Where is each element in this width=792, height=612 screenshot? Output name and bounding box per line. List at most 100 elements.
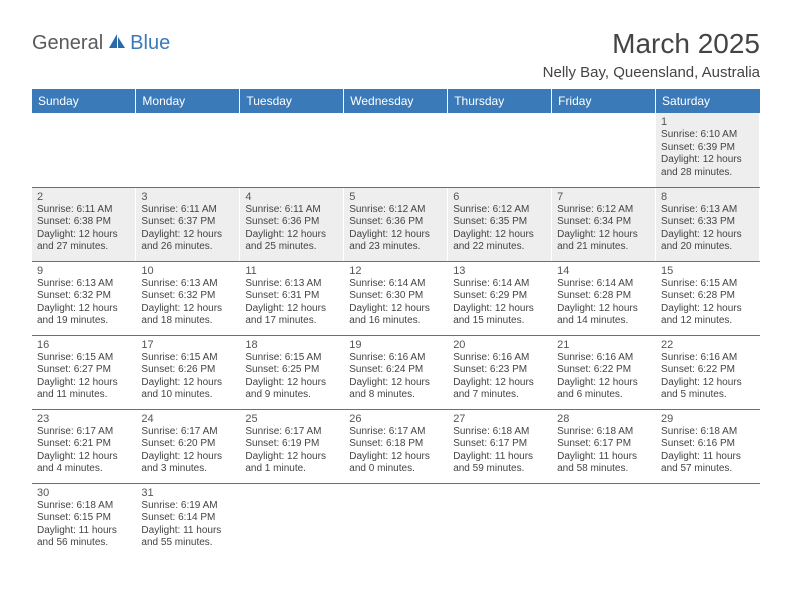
day-header: Thursday [448,89,552,113]
daylight-text: Daylight: 12 hours and 15 minutes. [453,303,546,328]
daylight-text: Daylight: 12 hours and 5 minutes. [661,377,754,402]
day-header: Sunday [32,89,136,113]
sunrise-text: Sunrise: 6:15 AM [661,278,754,291]
day-number: 26 [349,413,442,425]
day-info: Sunrise: 6:13 AMSunset: 6:31 PMDaylight:… [245,278,338,328]
day-info: Sunrise: 6:14 AMSunset: 6:30 PMDaylight:… [349,278,442,328]
calendar-cell: 25Sunrise: 6:17 AMSunset: 6:19 PMDayligh… [240,409,344,483]
sunrise-text: Sunrise: 6:17 AM [141,426,234,439]
sunrise-text: Sunrise: 6:18 AM [661,426,754,439]
sunrise-text: Sunrise: 6:11 AM [37,204,130,217]
calendar-cell-blank [240,113,344,187]
calendar-cell: 16Sunrise: 6:15 AMSunset: 6:27 PMDayligh… [32,335,136,409]
sunrise-text: Sunrise: 6:18 AM [453,426,546,439]
sunrise-text: Sunrise: 6:16 AM [557,352,650,365]
sunset-text: Sunset: 6:20 PM [141,438,234,451]
sunrise-text: Sunrise: 6:17 AM [245,426,338,439]
day-info: Sunrise: 6:18 AMSunset: 6:17 PMDaylight:… [453,426,546,476]
calendar-cell: 24Sunrise: 6:17 AMSunset: 6:20 PMDayligh… [136,409,240,483]
calendar-cell: 5Sunrise: 6:12 AMSunset: 6:36 PMDaylight… [344,187,448,261]
sunset-text: Sunset: 6:30 PM [349,290,442,303]
calendar-cell: 13Sunrise: 6:14 AMSunset: 6:29 PMDayligh… [448,261,552,335]
day-info: Sunrise: 6:16 AMSunset: 6:22 PMDaylight:… [661,352,754,402]
calendar-cell: 2Sunrise: 6:11 AMSunset: 6:38 PMDaylight… [32,187,136,261]
calendar-page: General Blue March 2025 Nelly Bay, Queen… [0,0,792,577]
daylight-text: Daylight: 12 hours and 12 minutes. [661,303,754,328]
daylight-text: Daylight: 12 hours and 6 minutes. [557,377,650,402]
sunrise-text: Sunrise: 6:14 AM [453,278,546,291]
sunrise-text: Sunrise: 6:12 AM [453,204,546,217]
sunset-text: Sunset: 6:28 PM [661,290,754,303]
daylight-text: Daylight: 11 hours and 56 minutes. [37,525,130,550]
calendar-cell: 9Sunrise: 6:13 AMSunset: 6:32 PMDaylight… [32,261,136,335]
calendar-cell: 20Sunrise: 6:16 AMSunset: 6:23 PMDayligh… [448,335,552,409]
daylight-text: Daylight: 12 hours and 26 minutes. [141,229,234,254]
day-number: 29 [661,413,754,425]
day-number: 8 [661,191,754,203]
day-info: Sunrise: 6:17 AMSunset: 6:19 PMDaylight:… [245,426,338,476]
sunrise-text: Sunrise: 6:10 AM [661,129,754,142]
day-number: 10 [141,265,234,277]
day-number: 25 [245,413,338,425]
calendar-week-row: 2Sunrise: 6:11 AMSunset: 6:38 PMDaylight… [32,187,760,261]
day-info: Sunrise: 6:10 AMSunset: 6:39 PMDaylight:… [661,129,754,179]
logo: General Blue [32,28,170,55]
calendar-cell-blank [32,113,136,187]
daylight-text: Daylight: 12 hours and 16 minutes. [349,303,442,328]
daylight-text: Daylight: 12 hours and 0 minutes. [349,451,442,476]
day-info: Sunrise: 6:18 AMSunset: 6:15 PMDaylight:… [37,500,130,550]
day-number: 1 [661,116,754,128]
calendar-cell-blank [448,483,552,557]
calendar-cell-blank [344,113,448,187]
day-number: 13 [453,265,546,277]
calendar-cell: 29Sunrise: 6:18 AMSunset: 6:16 PMDayligh… [656,409,760,483]
calendar-head: SundayMondayTuesdayWednesdayThursdayFrid… [32,89,760,113]
calendar-cell: 8Sunrise: 6:13 AMSunset: 6:33 PMDaylight… [656,187,760,261]
calendar-cell-blank [344,483,448,557]
day-number: 2 [37,191,130,203]
calendar-cell-blank [656,483,760,557]
daylight-text: Daylight: 12 hours and 9 minutes. [245,377,338,402]
calendar-cell: 17Sunrise: 6:15 AMSunset: 6:26 PMDayligh… [136,335,240,409]
sunrise-text: Sunrise: 6:13 AM [141,278,234,291]
calendar-cell: 28Sunrise: 6:18 AMSunset: 6:17 PMDayligh… [552,409,656,483]
day-info: Sunrise: 6:12 AMSunset: 6:36 PMDaylight:… [349,204,442,254]
calendar-cell: 14Sunrise: 6:14 AMSunset: 6:28 PMDayligh… [552,261,656,335]
sunset-text: Sunset: 6:15 PM [37,512,130,525]
daylight-text: Daylight: 12 hours and 25 minutes. [245,229,338,254]
sunset-text: Sunset: 6:36 PM [349,216,442,229]
calendar-cell: 4Sunrise: 6:11 AMSunset: 6:36 PMDaylight… [240,187,344,261]
daylight-text: Daylight: 12 hours and 19 minutes. [37,303,130,328]
day-info: Sunrise: 6:11 AMSunset: 6:36 PMDaylight:… [245,204,338,254]
day-info: Sunrise: 6:18 AMSunset: 6:16 PMDaylight:… [661,426,754,476]
daylight-text: Daylight: 12 hours and 3 minutes. [141,451,234,476]
daylight-text: Daylight: 11 hours and 58 minutes. [557,451,650,476]
day-info: Sunrise: 6:17 AMSunset: 6:21 PMDaylight:… [37,426,130,476]
daylight-text: Daylight: 12 hours and 1 minute. [245,451,338,476]
daylight-text: Daylight: 12 hours and 17 minutes. [245,303,338,328]
sunset-text: Sunset: 6:25 PM [245,364,338,377]
daylight-text: Daylight: 11 hours and 57 minutes. [661,451,754,476]
sunrise-text: Sunrise: 6:11 AM [141,204,234,217]
calendar-cell: 3Sunrise: 6:11 AMSunset: 6:37 PMDaylight… [136,187,240,261]
daylight-text: Daylight: 12 hours and 28 minutes. [661,154,754,179]
calendar-cell: 12Sunrise: 6:14 AMSunset: 6:30 PMDayligh… [344,261,448,335]
sunset-text: Sunset: 6:34 PM [557,216,650,229]
day-number: 18 [245,339,338,351]
day-number: 27 [453,413,546,425]
calendar-cell: 23Sunrise: 6:17 AMSunset: 6:21 PMDayligh… [32,409,136,483]
calendar-cell: 15Sunrise: 6:15 AMSunset: 6:28 PMDayligh… [656,261,760,335]
daylight-text: Daylight: 12 hours and 18 minutes. [141,303,234,328]
daylight-text: Daylight: 12 hours and 22 minutes. [453,229,546,254]
calendar-cell: 1Sunrise: 6:10 AMSunset: 6:39 PMDaylight… [656,113,760,187]
day-number: 20 [453,339,546,351]
daylight-text: Daylight: 11 hours and 59 minutes. [453,451,546,476]
sunrise-text: Sunrise: 6:11 AM [245,204,338,217]
day-number: 28 [557,413,650,425]
calendar-cell: 18Sunrise: 6:15 AMSunset: 6:25 PMDayligh… [240,335,344,409]
sunset-text: Sunset: 6:17 PM [557,438,650,451]
calendar-cell: 26Sunrise: 6:17 AMSunset: 6:18 PMDayligh… [344,409,448,483]
calendar-cell: 21Sunrise: 6:16 AMSunset: 6:22 PMDayligh… [552,335,656,409]
sunset-text: Sunset: 6:32 PM [37,290,130,303]
sunset-text: Sunset: 6:35 PM [453,216,546,229]
